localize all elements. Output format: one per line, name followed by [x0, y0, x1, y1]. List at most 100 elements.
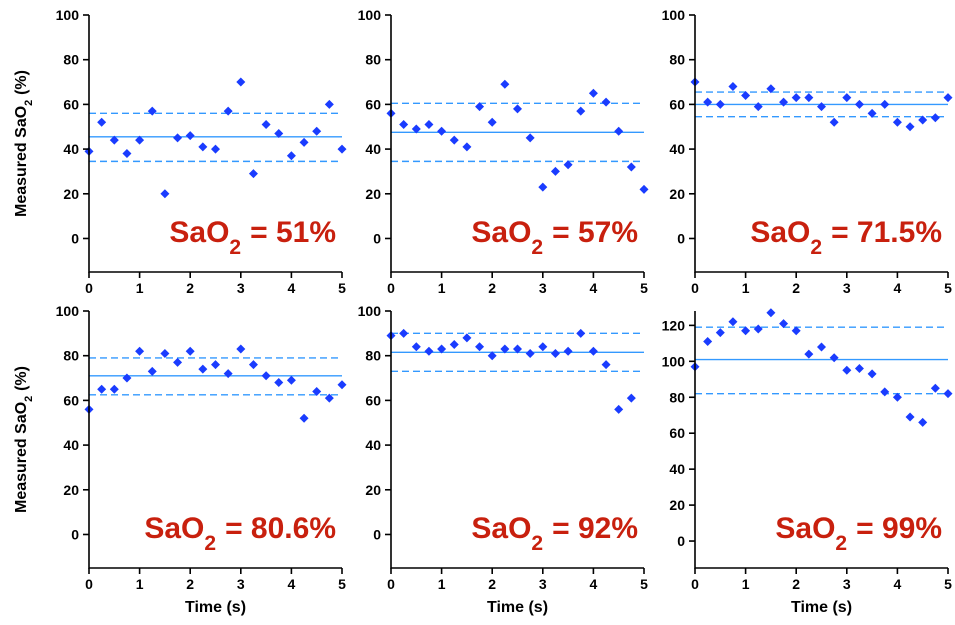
data-point	[236, 77, 246, 87]
data-point	[248, 360, 258, 370]
data-point	[626, 393, 636, 403]
annotation-rest: = 80.6%	[225, 512, 336, 545]
x-tick-label: 2	[792, 576, 800, 592]
data-point	[109, 384, 119, 394]
y-tick-label: 100	[662, 353, 686, 369]
y-tick-label: 100	[662, 7, 686, 23]
data-point	[487, 117, 497, 127]
data-point	[791, 326, 801, 336]
x-tick-label: 1	[742, 576, 750, 592]
x-tick-label: 2	[488, 576, 496, 592]
data-point	[905, 412, 915, 422]
x-tick-label: 0	[387, 280, 395, 296]
y-tick-label: 20	[365, 482, 381, 498]
annotation: SaO2 = 57%	[471, 216, 638, 259]
data-point	[411, 342, 421, 352]
data-point	[147, 106, 157, 116]
data-point	[854, 364, 864, 374]
y-tick-label: 60	[365, 96, 381, 112]
y-tick-label: 80	[63, 348, 79, 364]
data-point	[804, 93, 814, 103]
data-point	[538, 342, 548, 352]
data-point	[135, 346, 145, 356]
annotation-rest: = 92%	[552, 512, 638, 545]
data-point	[160, 348, 170, 358]
y-tick-label: 60	[669, 425, 685, 441]
data-point	[147, 366, 157, 376]
data-point	[286, 375, 296, 385]
annotation-subscript: 2	[835, 532, 847, 555]
data-point	[462, 142, 472, 152]
data-point	[829, 117, 839, 127]
annotation: SaO2 = 92%	[471, 512, 638, 555]
data-point	[753, 102, 763, 112]
y-axis-label-subscript: 2	[23, 396, 35, 402]
annotation-main: SaO	[169, 216, 229, 249]
data-point	[601, 360, 611, 370]
data-point	[248, 169, 258, 179]
data-point	[399, 328, 409, 338]
annotation-rest: = 57%	[552, 216, 638, 249]
data-point	[500, 344, 510, 354]
annotation: SaO2 = 51%	[169, 216, 336, 259]
data-point	[918, 417, 928, 427]
x-tick-label: 5	[640, 280, 648, 296]
data-point	[475, 102, 485, 112]
annotation-main: SaO	[775, 512, 835, 545]
data-point	[160, 189, 170, 199]
data-point	[943, 389, 953, 399]
data-point	[550, 166, 560, 176]
annotation-subscript: 2	[204, 532, 216, 555]
data-point	[211, 144, 220, 154]
y-tick-label: 60	[669, 96, 685, 112]
data-point	[639, 184, 649, 194]
y-tick-label: 40	[365, 437, 381, 453]
x-tick-label: 3	[539, 576, 547, 592]
data-point	[867, 108, 877, 118]
data-point	[261, 371, 271, 381]
y-tick-label: 40	[63, 437, 79, 453]
x-tick-label: 2	[792, 280, 800, 296]
data-point	[185, 131, 195, 141]
y-tick-label: 40	[669, 461, 685, 477]
x-tick-label: 4	[288, 576, 296, 592]
data-point	[185, 346, 195, 356]
x-tick-label: 2	[186, 576, 194, 592]
data-point	[576, 328, 586, 338]
data-point	[223, 369, 233, 379]
data-point	[337, 380, 347, 390]
y-tick-label: 40	[63, 141, 79, 157]
annotation-main: SaO	[750, 216, 810, 249]
data-point	[715, 328, 725, 338]
data-point	[880, 99, 890, 109]
data-point	[817, 342, 826, 352]
y-tick-label: 0	[677, 230, 685, 246]
y-tick-label: 80	[669, 52, 685, 68]
data-point	[525, 348, 535, 358]
x-tick-label: 2	[488, 280, 496, 296]
data-point	[601, 97, 611, 107]
x-tick-label: 3	[237, 280, 245, 296]
annotation: SaO2 = 71.5%	[750, 216, 942, 259]
data-point	[513, 104, 522, 114]
x-tick-label: 0	[691, 576, 699, 592]
data-point	[97, 117, 107, 127]
data-point	[173, 357, 183, 367]
y-tick-label: 0	[373, 230, 381, 246]
data-point	[449, 340, 459, 350]
y-tick-label: 100	[56, 303, 80, 319]
y-tick-label: 80	[365, 52, 381, 68]
data-point	[817, 102, 826, 112]
data-point	[500, 79, 510, 89]
y-axis-label: Measured SaO2 (%)	[13, 366, 35, 513]
data-point	[299, 413, 309, 423]
annotation-subscript: 2	[531, 532, 543, 555]
data-point	[312, 126, 322, 136]
data-point	[918, 115, 928, 125]
annotation: SaO2 = 99%	[775, 512, 942, 555]
y-tick-label: 60	[63, 392, 79, 408]
